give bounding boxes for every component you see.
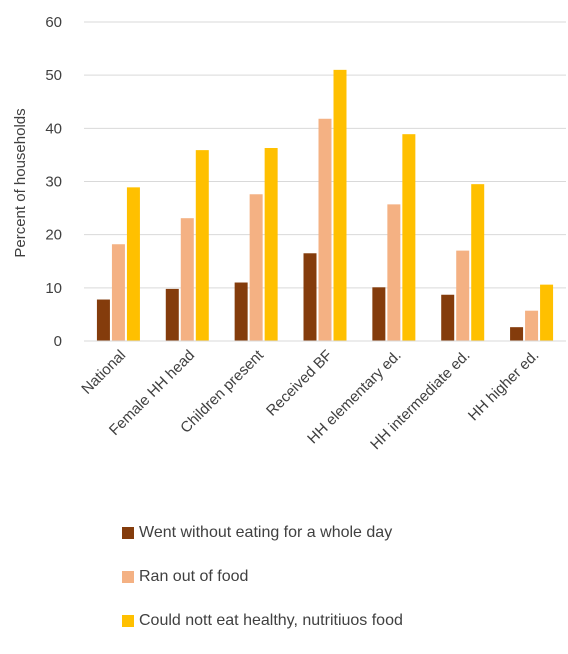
legend: Went without eating for a whole day Ran … <box>122 522 562 654</box>
legend-label-series-3: Could nott eat healthy, nutritiuos food <box>139 612 403 629</box>
chart: 0 10 20 30 40 50 60 National Female HH head Child… <box>12 14 566 629</box>
legend-label-series-2: Ran out of food <box>139 568 249 585</box>
legend-item-series-1: Went without eating for a whole day <box>122 522 562 544</box>
y-tick-label: 10 <box>45 280 62 297</box>
y-tick-label: 30 <box>45 174 62 191</box>
bar-series-2-6 <box>525 310 539 341</box>
y-tick-label: 40 <box>45 120 62 137</box>
y-tick-label: 50 <box>45 67 62 84</box>
bar-series-1-0 <box>96 299 110 341</box>
y-tick-label: 60 <box>45 14 62 31</box>
x-tick-label: Received BF <box>263 347 336 420</box>
bar-series-1-2 <box>234 282 248 341</box>
y-tick-label: 20 <box>45 227 62 244</box>
legend-swatch-series-2 <box>122 571 134 583</box>
bar-series-1-5 <box>441 294 455 341</box>
bar-series-3-4 <box>402 134 416 341</box>
bar-series-3-3 <box>333 69 347 341</box>
bar-series-3-6 <box>540 284 554 341</box>
legend-item-series-3: Could nott eat healthy, nutritiuos food <box>122 610 562 632</box>
x-tick-label: National <box>78 347 129 398</box>
legend-swatch-series-3 <box>122 615 134 627</box>
bar-series-2-3 <box>318 118 332 341</box>
legend-label-series-1: Went without eating for a whole day <box>139 524 393 541</box>
y-tick-label: 0 <box>54 333 62 350</box>
bar-series-2-2 <box>249 194 263 341</box>
bar-series-2-5 <box>456 250 470 341</box>
bar-series-2-0 <box>111 244 125 341</box>
bar-series-3-5 <box>471 184 485 341</box>
bar-series-1-4 <box>372 287 386 341</box>
bar-series-3-0 <box>126 187 140 341</box>
bar-series-1-6 <box>510 327 524 341</box>
bar-series-2-4 <box>387 204 401 341</box>
legend-item-series-2: Ran out of food <box>122 566 562 588</box>
y-axis-title: Percent of households <box>12 108 29 257</box>
bars <box>96 69 554 341</box>
bar-series-3-2 <box>264 148 278 341</box>
bar-series-3-1 <box>195 150 209 341</box>
bar-series-1-1 <box>165 288 179 341</box>
legend-swatch-series-1 <box>122 527 134 539</box>
bar-series-2-1 <box>180 218 194 341</box>
bar-series-1-3 <box>303 253 317 341</box>
x-tick-label: HH higher ed. <box>465 347 542 424</box>
